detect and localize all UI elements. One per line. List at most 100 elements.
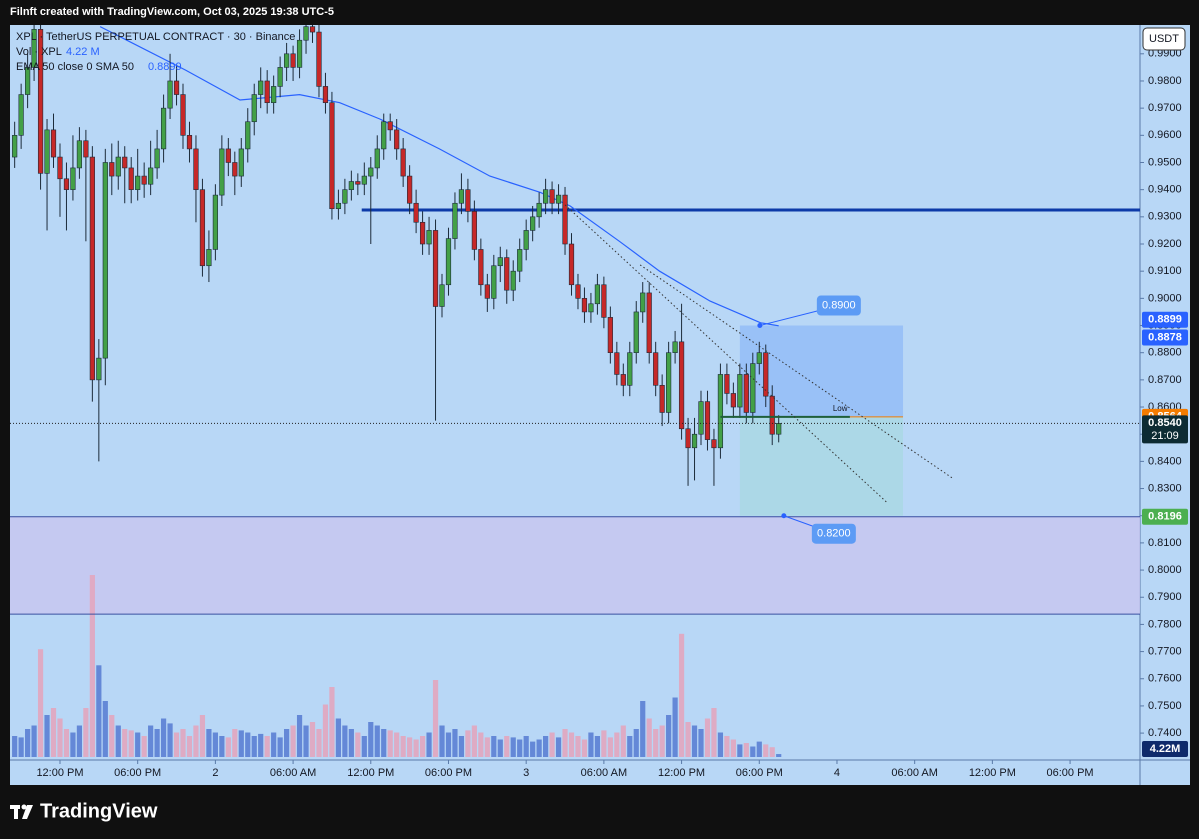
candle-body	[193, 148, 199, 190]
volume-bar	[394, 732, 400, 757]
volume-bar	[575, 736, 581, 757]
candle-body	[504, 257, 510, 291]
candle-body	[698, 401, 704, 435]
y-tick-label: 0.8300	[1148, 482, 1182, 494]
y-tick-label: 0.9200	[1148, 238, 1182, 250]
candle-body	[167, 80, 173, 109]
candle-body	[296, 39, 303, 68]
candle-body	[83, 140, 89, 158]
candle-body	[724, 374, 730, 394]
y-tick-label: 0.9700	[1148, 102, 1182, 114]
candle-body	[743, 374, 749, 413]
candle-body	[238, 148, 244, 177]
candle-body	[206, 249, 212, 267]
candle-body	[607, 317, 613, 353]
volume-bar	[303, 725, 309, 757]
volume-bar	[141, 736, 147, 757]
candle-body	[530, 216, 536, 231]
volume-bar	[271, 732, 277, 757]
candle-body	[523, 230, 529, 250]
candle-body	[536, 202, 542, 218]
stop-bubble	[811, 523, 856, 544]
volume-bar	[245, 732, 251, 757]
volume-bar	[678, 633, 685, 757]
candle-body	[601, 284, 607, 318]
volume-bar	[711, 708, 717, 757]
volume-bar	[122, 729, 128, 757]
candle-body	[568, 243, 575, 286]
candle-body	[245, 121, 251, 150]
volume-bar	[698, 729, 704, 757]
y-tick-label: 0.7600	[1148, 673, 1182, 685]
candle-body	[271, 86, 277, 104]
candle-body	[691, 433, 698, 449]
logo-icon	[10, 804, 33, 819]
candle-body	[96, 357, 102, 381]
x-tick-label: 06:00 PM	[114, 767, 161, 779]
candle-body	[737, 374, 743, 408]
volume-bar	[419, 736, 426, 757]
volume-bar	[180, 729, 186, 757]
volume-bar	[290, 725, 296, 757]
currency[interactable]: USDT	[1149, 33, 1179, 45]
x-tick-label: 06:00 AM	[270, 767, 316, 779]
candle-body	[633, 311, 639, 353]
candle-body	[37, 29, 44, 174]
candle-body	[730, 393, 736, 408]
candle-body	[646, 292, 652, 353]
candle-body	[659, 384, 665, 413]
candle-body	[510, 270, 516, 291]
volume-bar	[400, 736, 406, 757]
volume-bar	[102, 701, 108, 757]
volume-bar	[238, 730, 244, 757]
candle-body	[284, 53, 290, 68]
candle-body	[750, 363, 756, 413]
volume-bar	[89, 575, 95, 757]
currency-button[interactable]	[1142, 27, 1186, 51]
stop-label: 0.8200	[817, 528, 851, 540]
y-tick-label: 0.9900	[1148, 48, 1182, 60]
volume-bar	[25, 729, 31, 757]
volume-bar	[607, 737, 613, 757]
volume-bar	[666, 715, 672, 757]
candle-body	[426, 230, 432, 245]
ema-line	[99, 26, 779, 327]
candle-body	[394, 129, 400, 150]
volume-bar	[510, 737, 516, 757]
volume-bar	[445, 732, 452, 757]
volume-bar	[167, 723, 173, 757]
candle-body	[704, 401, 711, 440]
candle-body	[115, 156, 121, 177]
candle-body	[666, 352, 672, 413]
volume-bar	[601, 730, 607, 757]
candle-body	[361, 175, 367, 185]
candle-body	[355, 181, 361, 185]
candle-body	[439, 284, 445, 307]
price-label: 0.8196	[1148, 511, 1182, 523]
volume-bar	[776, 754, 782, 757]
volume-bar	[57, 718, 63, 757]
y-tick-label: 0.8100	[1148, 537, 1182, 549]
x-tick-label: 06:00 AM	[891, 767, 937, 779]
y-tick-label: 0.9500	[1148, 156, 1182, 168]
candle-body	[89, 156, 95, 381]
candle-body	[445, 238, 452, 286]
candle-body	[277, 67, 283, 87]
volume-bar	[50, 708, 57, 757]
volume-bar	[355, 732, 361, 757]
candle-body	[335, 202, 342, 209]
volume-bar	[672, 697, 678, 757]
volume-bar	[342, 725, 348, 757]
x-tick-label: 12:00 PM	[969, 767, 1016, 779]
candle-body	[640, 292, 646, 313]
volume-bar	[581, 739, 588, 757]
candle-body	[620, 374, 626, 386]
countdown: 21:09	[1151, 430, 1179, 442]
volume-bar	[555, 737, 562, 757]
x-tick-label: 12:00 PM	[658, 767, 705, 779]
y-tick-label: 0.9800	[1148, 75, 1182, 87]
candle-body	[627, 352, 633, 386]
x-tick-label: 12:00 PM	[347, 767, 394, 779]
volume-bar	[193, 725, 199, 757]
